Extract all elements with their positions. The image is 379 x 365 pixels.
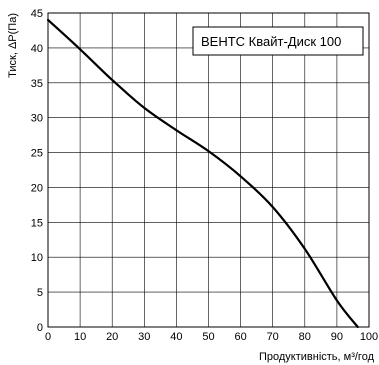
x-tick-label: 0 — [45, 331, 51, 343]
y-tick-label: 10 — [31, 252, 43, 264]
plot-frame — [47, 12, 370, 328]
legend: ВЕНТС Квайт-Диск 100 — [192, 26, 364, 56]
x-tick-label: 70 — [267, 331, 279, 343]
y-tick-label: 25 — [31, 148, 43, 160]
y-tick-label: 20 — [31, 182, 43, 194]
series-line — [46, 18, 359, 329]
y-tick-label: 5 — [37, 287, 43, 299]
x-tick-label: 60 — [234, 331, 246, 343]
y-tick-label: 45 — [31, 8, 43, 20]
x-tick-label: 90 — [331, 331, 343, 343]
y-tick-label: 35 — [31, 78, 43, 90]
y-tick-label: 15 — [31, 217, 43, 229]
grid — [47, 12, 370, 328]
legend-entry: ВЕНТС Квайт-Диск 100 — [201, 34, 341, 49]
x-tick-label: 50 — [202, 331, 214, 343]
y-tick-label: 0 — [37, 322, 43, 334]
x-tick-label: 20 — [106, 331, 118, 343]
y-axis-label: Тиск, ΔP(Па) — [7, 13, 19, 78]
y-tick-label: 40 — [31, 43, 43, 55]
x-axis-label: Продуктивність, м³/год — [259, 351, 375, 363]
legend-box — [192, 26, 364, 56]
tick-labels: 0 10 20 30 40 50 60 70 80 90 100 0 5 10 15 20 25 30 35 40 45 — [31, 8, 378, 343]
series-lines — [46, 18, 359, 329]
x-tick-label: 10 — [74, 331, 86, 343]
y-tick-label: 30 — [31, 113, 43, 125]
x-tick-label: 80 — [299, 331, 311, 343]
x-tick-label: 40 — [170, 331, 182, 343]
x-tick-label: 100 — [360, 331, 378, 343]
x-tick-label: 30 — [138, 331, 150, 343]
